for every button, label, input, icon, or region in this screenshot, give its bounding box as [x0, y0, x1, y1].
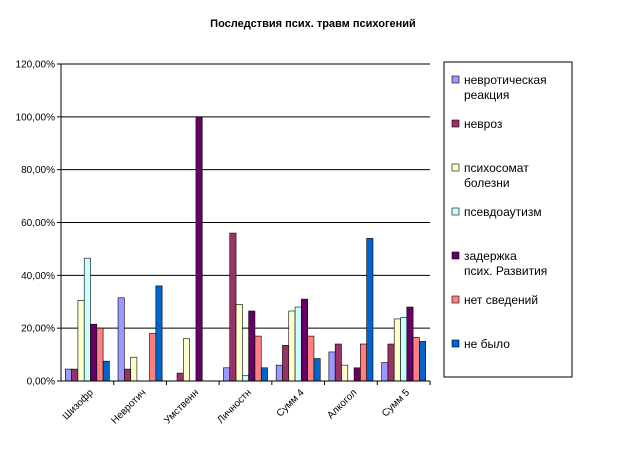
y-tick-label: 60,00%: [21, 218, 55, 229]
bar: [328, 351, 336, 382]
gridlines: [61, 63, 430, 329]
bar: [406, 306, 414, 382]
bar: [195, 116, 203, 382]
legend-swatch: [451, 163, 460, 172]
bar: [71, 368, 79, 382]
x-tick-label: Невротич: [109, 387, 148, 426]
y-tick-label: 0,00%: [27, 377, 55, 388]
bars: [65, 116, 426, 382]
bar: [360, 343, 367, 382]
bar: [124, 368, 131, 382]
bar: [393, 318, 401, 382]
bar: [387, 343, 395, 382]
bar: [176, 372, 184, 382]
bar: [301, 298, 308, 382]
bar: [223, 367, 231, 382]
bar: [288, 310, 296, 382]
bar: [90, 323, 98, 382]
axes: [57, 63, 431, 385]
bar: [102, 360, 110, 382]
legend-label: психосомат болезни: [464, 161, 529, 190]
legend-label: нет сведений: [464, 293, 538, 307]
bar: [229, 232, 237, 382]
y-tick-label: 20,00%: [21, 324, 55, 335]
bar: [341, 364, 349, 382]
legend-swatch: [451, 207, 460, 216]
bar: [400, 317, 408, 382]
y-tick-label: 120,00%: [16, 60, 56, 71]
bar: [419, 341, 426, 382]
x-tick-label: Сумм 5: [380, 387, 412, 419]
legend-swatch: [451, 119, 460, 128]
bar: [294, 306, 302, 382]
y-tick-label: 40,00%: [21, 271, 55, 282]
legend-swatch: [451, 75, 460, 84]
bar: [117, 297, 125, 382]
bar: [77, 300, 85, 382]
x-tick-label: Сумм 4: [275, 387, 307, 419]
bar: [334, 343, 342, 382]
bar: [149, 333, 157, 382]
bar: [242, 375, 249, 382]
bar: [353, 367, 361, 382]
x-tick-labels: Шизофр Невротич Умственн Личностн Сумм 4 Алко…: [60, 386, 412, 426]
legend-label: невроз: [464, 117, 503, 131]
bar: [412, 337, 420, 382]
y-tick-labels: 0,00% 20,00% 40,00% 60,00% 80,00% 100,00% 120,…: [16, 60, 56, 388]
bar: [260, 367, 268, 382]
legend-box: [443, 61, 573, 378]
bar: [130, 356, 138, 382]
bar: [183, 338, 190, 382]
legend-label: не было: [464, 337, 510, 351]
bar: [275, 364, 283, 382]
legend-label: псевдоаутизм: [464, 205, 542, 219]
y-tick-label: 80,00%: [21, 165, 55, 176]
legend-swatch: [451, 295, 460, 304]
bar: [83, 257, 91, 382]
chart-title: Последствия псих. травм психогений: [210, 18, 416, 30]
bar: [65, 368, 72, 382]
bar: [155, 285, 163, 382]
bar: [254, 335, 262, 382]
legend: невротическая реакция невроз психосомат боле…: [443, 61, 573, 378]
x-tick-label: Алкогол: [325, 387, 359, 421]
bar: [366, 238, 374, 382]
legend-label: невротическая реакция: [464, 73, 547, 102]
legend-swatch: [451, 339, 460, 348]
bar: [381, 362, 389, 382]
bar: [313, 358, 321, 382]
bar: [96, 327, 104, 382]
x-tick-label: Умственн: [162, 387, 201, 426]
y-tick-label: 100,00%: [16, 112, 56, 123]
legend-label: задержка псих. Развития: [464, 249, 547, 278]
bar: [235, 304, 243, 382]
bar: [248, 310, 256, 382]
x-tick-label: Личностн: [215, 387, 254, 426]
legend-swatch: [451, 251, 460, 260]
bar: [282, 345, 290, 382]
bar: [307, 335, 315, 382]
x-tick-label: Шизофр: [60, 386, 96, 422]
